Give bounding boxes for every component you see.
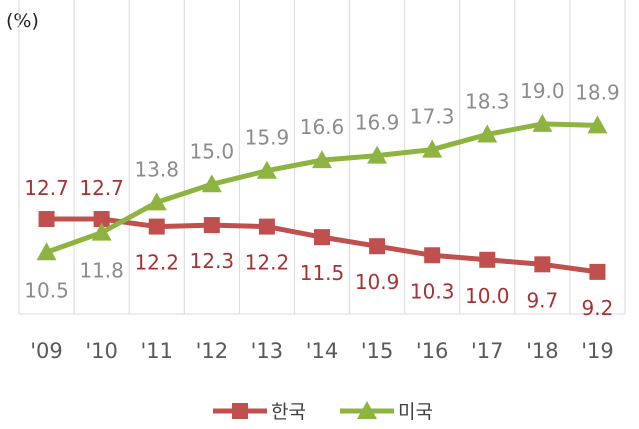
data-label: 9.2 — [582, 296, 614, 320]
data-label: 16.9 — [355, 111, 400, 135]
x-tick-label: '17 — [471, 339, 504, 363]
x-tick-label: '10 — [85, 339, 118, 363]
legend-label: 한국 — [271, 401, 306, 423]
data-point — [422, 139, 443, 158]
x-tick-label: '15 — [361, 339, 394, 363]
x-tick-label: '09 — [30, 339, 63, 363]
data-point — [532, 113, 553, 132]
data-label: 10.9 — [355, 270, 400, 294]
data-point — [424, 247, 441, 264]
data-point — [534, 256, 551, 273]
x-axis-ticks: '09 '10 '11 '12 '13 '14 '15 '16 '17 '18 '19 — [30, 339, 613, 363]
x-tick-label: '14 — [306, 339, 339, 363]
x-tick-label: '11 — [140, 339, 173, 363]
data-point — [148, 218, 165, 235]
data-point — [479, 251, 496, 268]
data-label: 17.3 — [410, 105, 455, 129]
data-label: 13.8 — [134, 157, 179, 181]
data-point — [314, 229, 330, 246]
x-tick-label: '12 — [196, 339, 229, 363]
data-point — [38, 211, 55, 228]
data-label: 11.5 — [300, 261, 345, 285]
data-point — [256, 160, 277, 179]
data-point — [36, 242, 57, 261]
legend-label: 미국 — [398, 401, 433, 423]
series-layer — [36, 113, 608, 280]
legend-marker — [357, 401, 377, 419]
data-label: 9.7 — [526, 288, 558, 312]
data-point — [258, 218, 275, 235]
data-label: 18.9 — [575, 80, 620, 104]
data-label: 10.5 — [24, 278, 69, 302]
data-point — [367, 145, 388, 164]
x-tick-label: '18 — [526, 339, 559, 363]
data-label: 12.7 — [24, 176, 69, 200]
data-point — [91, 222, 112, 241]
data-point — [587, 115, 608, 134]
data-label: 10.0 — [465, 284, 510, 308]
legend: 한국 미국 — [213, 401, 433, 423]
data-point — [477, 124, 498, 143]
data-label: 12.2 — [245, 251, 290, 275]
data-point — [312, 150, 332, 169]
x-tick-label: '16 — [416, 339, 449, 363]
data-label: 15.9 — [245, 126, 290, 150]
data-point — [369, 238, 386, 255]
legend-marker — [232, 403, 248, 419]
unit-label: (%) — [6, 10, 39, 32]
data-label: 16.6 — [300, 115, 345, 139]
x-tick-label: '19 — [581, 339, 614, 363]
data-point — [589, 263, 606, 280]
data-label: 19.0 — [520, 79, 565, 103]
data-label: 15.0 — [190, 139, 235, 163]
data-label: 10.3 — [410, 279, 455, 303]
data-labels: 12.7 12.7 12.2 12.3 12.2 11.5 10.9 10.3 10.0 9.7 9… — [24, 79, 619, 320]
data-point — [201, 174, 222, 193]
x-tick-label: '13 — [251, 339, 284, 363]
data-point — [146, 192, 167, 211]
data-label: 11.8 — [79, 259, 124, 283]
data-point — [203, 217, 220, 234]
data-label: 12.3 — [190, 249, 235, 273]
data-label: 12.2 — [134, 251, 179, 275]
data-label: 18.3 — [465, 89, 510, 113]
data-label: 12.7 — [79, 176, 124, 200]
data-point — [93, 211, 110, 228]
